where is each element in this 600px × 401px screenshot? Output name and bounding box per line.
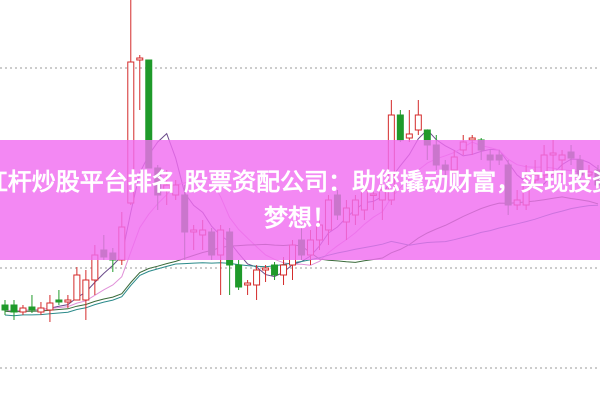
candle-body [136,57,144,61]
candle-body [262,267,270,271]
banner-title: 杠杆炒股平台排名 股票资配公司：助您撬动财富，实现投资梦想！ [0,168,600,232]
candle-body [235,264,243,288]
candle-body [46,302,54,311]
candle-body [405,133,413,139]
candle-body [82,279,90,301]
candle-body [244,282,252,286]
candle-body [271,264,279,276]
candle-body [280,264,288,276]
candle-body [414,114,422,131]
candle-body [64,299,72,303]
candle-body [55,299,63,303]
candle-body [1,304,9,311]
candle-body [28,306,36,311]
candle-body [253,269,261,286]
candle-body [73,274,81,301]
candle-body [37,307,45,313]
candle-body [396,114,404,141]
candle-body [19,307,27,313]
candle-body [10,304,18,313]
title-banner [0,140,600,260]
